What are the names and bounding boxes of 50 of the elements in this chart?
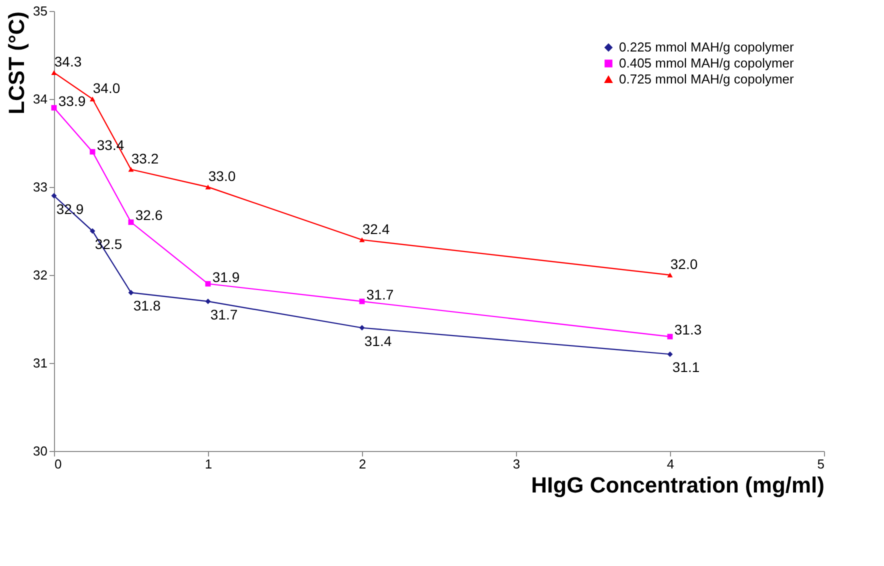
point [90, 96, 96, 102]
point [90, 228, 96, 234]
data-label: 31.4 [364, 332, 392, 349]
point [359, 237, 365, 242]
point [90, 149, 96, 155]
x-tick-label: 3 [512, 456, 520, 472]
y-axis-title: LCST (°C) [4, 12, 30, 114]
legend-label: 0.405 mmol MAH/g copolymer [619, 56, 795, 70]
point [359, 298, 365, 304]
data-label: 33.2 [131, 150, 159, 166]
y-tick-label: 31 [33, 356, 48, 370]
point [205, 298, 211, 304]
point [51, 193, 57, 199]
data-label: 31.7 [210, 306, 238, 322]
data-label: 33.9 [58, 92, 86, 109]
x-tick-label: 2 [358, 456, 366, 472]
point [128, 219, 134, 225]
point [359, 325, 365, 331]
data-label: 31.8 [133, 298, 161, 314]
data-label: 32.4 [362, 220, 390, 237]
point [667, 351, 673, 357]
point [128, 167, 134, 172]
y-tick-label: 35 [33, 4, 48, 18]
data-label: 31.7 [366, 286, 394, 302]
legend-label: 0.225 mmol MAH/g copolymer [619, 40, 795, 54]
data-label: 34.0 [92, 80, 120, 96]
x-tick-label: 4 [666, 456, 674, 472]
point [205, 184, 211, 190]
data-label: 33.0 [208, 168, 236, 184]
data-label: 31.3 [674, 322, 702, 338]
x-axis-title: HIgG Concentration (mg/ml) [531, 472, 824, 498]
y-tick-label: 33 [33, 180, 48, 194]
point [667, 334, 673, 340]
y-tick-label: 30 [33, 444, 48, 458]
data-label: 31.1 [672, 359, 700, 376]
data-label: 31.9 [212, 268, 240, 285]
x-tick-label: 5 [817, 456, 824, 472]
legend-label: 0.725 mmol MAH/g copolymer [619, 72, 795, 86]
point [51, 70, 57, 75]
point [205, 281, 211, 287]
data-label: 34.3 [54, 54, 82, 70]
x-tick-label: 1 [204, 456, 212, 472]
data-label: 32.6 [135, 207, 163, 224]
point [51, 105, 57, 111]
point [128, 290, 134, 296]
point [667, 272, 673, 278]
y-tick-label: 32 [33, 268, 48, 282]
y-tick-label: 34 [33, 92, 48, 106]
data-label: 32.0 [670, 256, 698, 272]
x-tick-label: 0 [54, 456, 62, 472]
